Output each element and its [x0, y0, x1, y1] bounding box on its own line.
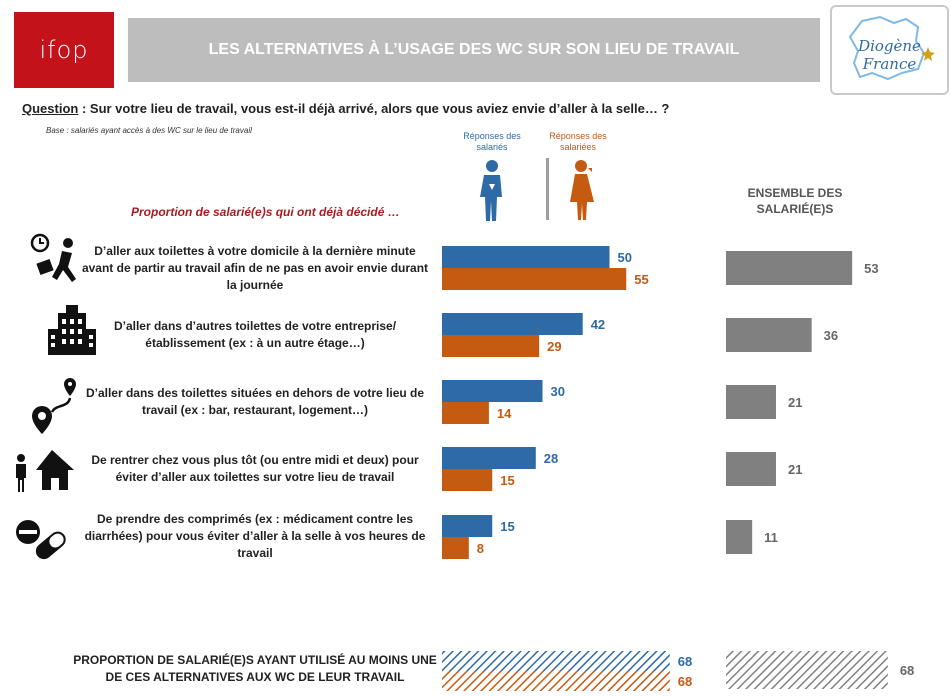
legend-men-label: Réponses des salariés: [463, 131, 521, 152]
ensemble-header: ENSEMBLE DES SALARIÉ(E)S: [747, 186, 843, 216]
person-home-icon: [16, 450, 74, 492]
france-map-icon: [848, 15, 935, 81]
value-ensemble-3: 21: [788, 395, 802, 410]
bar-ensemble-5: [726, 520, 753, 554]
diogene-logo-line2: France: [862, 55, 917, 73]
value-men-2: 42: [591, 317, 605, 332]
row-label-2: D’aller dans d’autres toilettes de votre…: [113, 319, 397, 350]
pills-icon: [16, 520, 66, 560]
question: Question : Sur votre lieu de travail, vo…: [22, 101, 669, 116]
value-women-1: 55: [634, 272, 648, 287]
bar-ensemble-2: [726, 318, 812, 352]
bar-men-2: [442, 313, 583, 335]
row-label-4: De rentrer chez vous plus tôt (ou entre …: [91, 453, 419, 484]
value-women-3: 14: [497, 406, 512, 421]
ifop-logo: ifop: [14, 12, 114, 88]
location-route-icon: [32, 378, 76, 434]
value-summary-women: 68: [678, 674, 692, 689]
bar-women-2: [442, 335, 540, 357]
man-icon: [480, 160, 502, 221]
value-ensemble-5: 11: [764, 530, 778, 545]
legend-divider: [546, 158, 549, 220]
office-building-icon: [48, 305, 96, 355]
ifop-logo-text: ifop: [39, 36, 89, 64]
value-women-2: 29: [547, 339, 561, 354]
value-ensemble-4: 21: [788, 462, 802, 477]
bar-men-5: [442, 515, 493, 537]
bar-men-1: [442, 246, 610, 268]
question-text: : Sur votre lieu de travail, vous est-il…: [78, 101, 670, 116]
bar-summary-ensemble: [726, 651, 888, 689]
title-band: LES ALTERNATIVES À L’USAGE DES WC SUR SO…: [128, 18, 820, 82]
value-women-5: 8: [477, 541, 484, 556]
bar-summary-women: [442, 671, 670, 691]
running-late-icon: [30, 233, 76, 282]
bar-ensemble-3: [726, 385, 776, 419]
value-men-5: 15: [500, 519, 514, 534]
bar-men-4: [442, 447, 536, 469]
value-ensemble-1: 53: [864, 261, 878, 276]
value-men-4: 28: [544, 451, 558, 466]
question-label: Question: [22, 101, 79, 116]
row-label-1: D’aller aux toilettes à votre domicile à…: [81, 244, 429, 292]
diogene-logo-line1: Diogène: [858, 37, 921, 55]
value-ensemble-2: 36: [824, 328, 838, 343]
bar-ensemble-1: [726, 251, 853, 285]
page-title: LES ALTERNATIVES À L’USAGE DES WC SUR SO…: [208, 41, 740, 58]
bar-ensemble-4: [726, 452, 776, 486]
section-subtitle: Proportion de salarié(e)s qui ont déjà d…: [131, 205, 400, 219]
legend-women-label: Réponses des salariées: [549, 131, 607, 152]
value-men-3: 30: [551, 384, 565, 399]
value-summary-men: 68: [678, 654, 692, 669]
summary-label: PROPORTION DE SALARIÉ(E)S AYANT UTILISÉ …: [73, 653, 437, 684]
bar-women-3: [442, 402, 489, 424]
value-men-1: 50: [618, 250, 632, 265]
bar-men-3: [442, 380, 543, 402]
value-summary-ensemble: 68: [900, 663, 914, 678]
woman-icon: [570, 160, 594, 220]
bar-women-1: [442, 268, 627, 290]
row-label-5: De prendre des comprimés (ex : médicamen…: [84, 512, 426, 560]
bar-summary-men: [442, 651, 670, 671]
row-label-3: D’aller dans des toilettes situées en de…: [85, 386, 425, 417]
value-women-4: 15: [500, 473, 514, 488]
bar-women-4: [442, 469, 493, 491]
diogene-france-logo: Diogène France: [830, 5, 949, 95]
base-note: Base : salariés ayant accès à des WC sur…: [46, 126, 252, 135]
bar-women-5: [442, 537, 469, 559]
